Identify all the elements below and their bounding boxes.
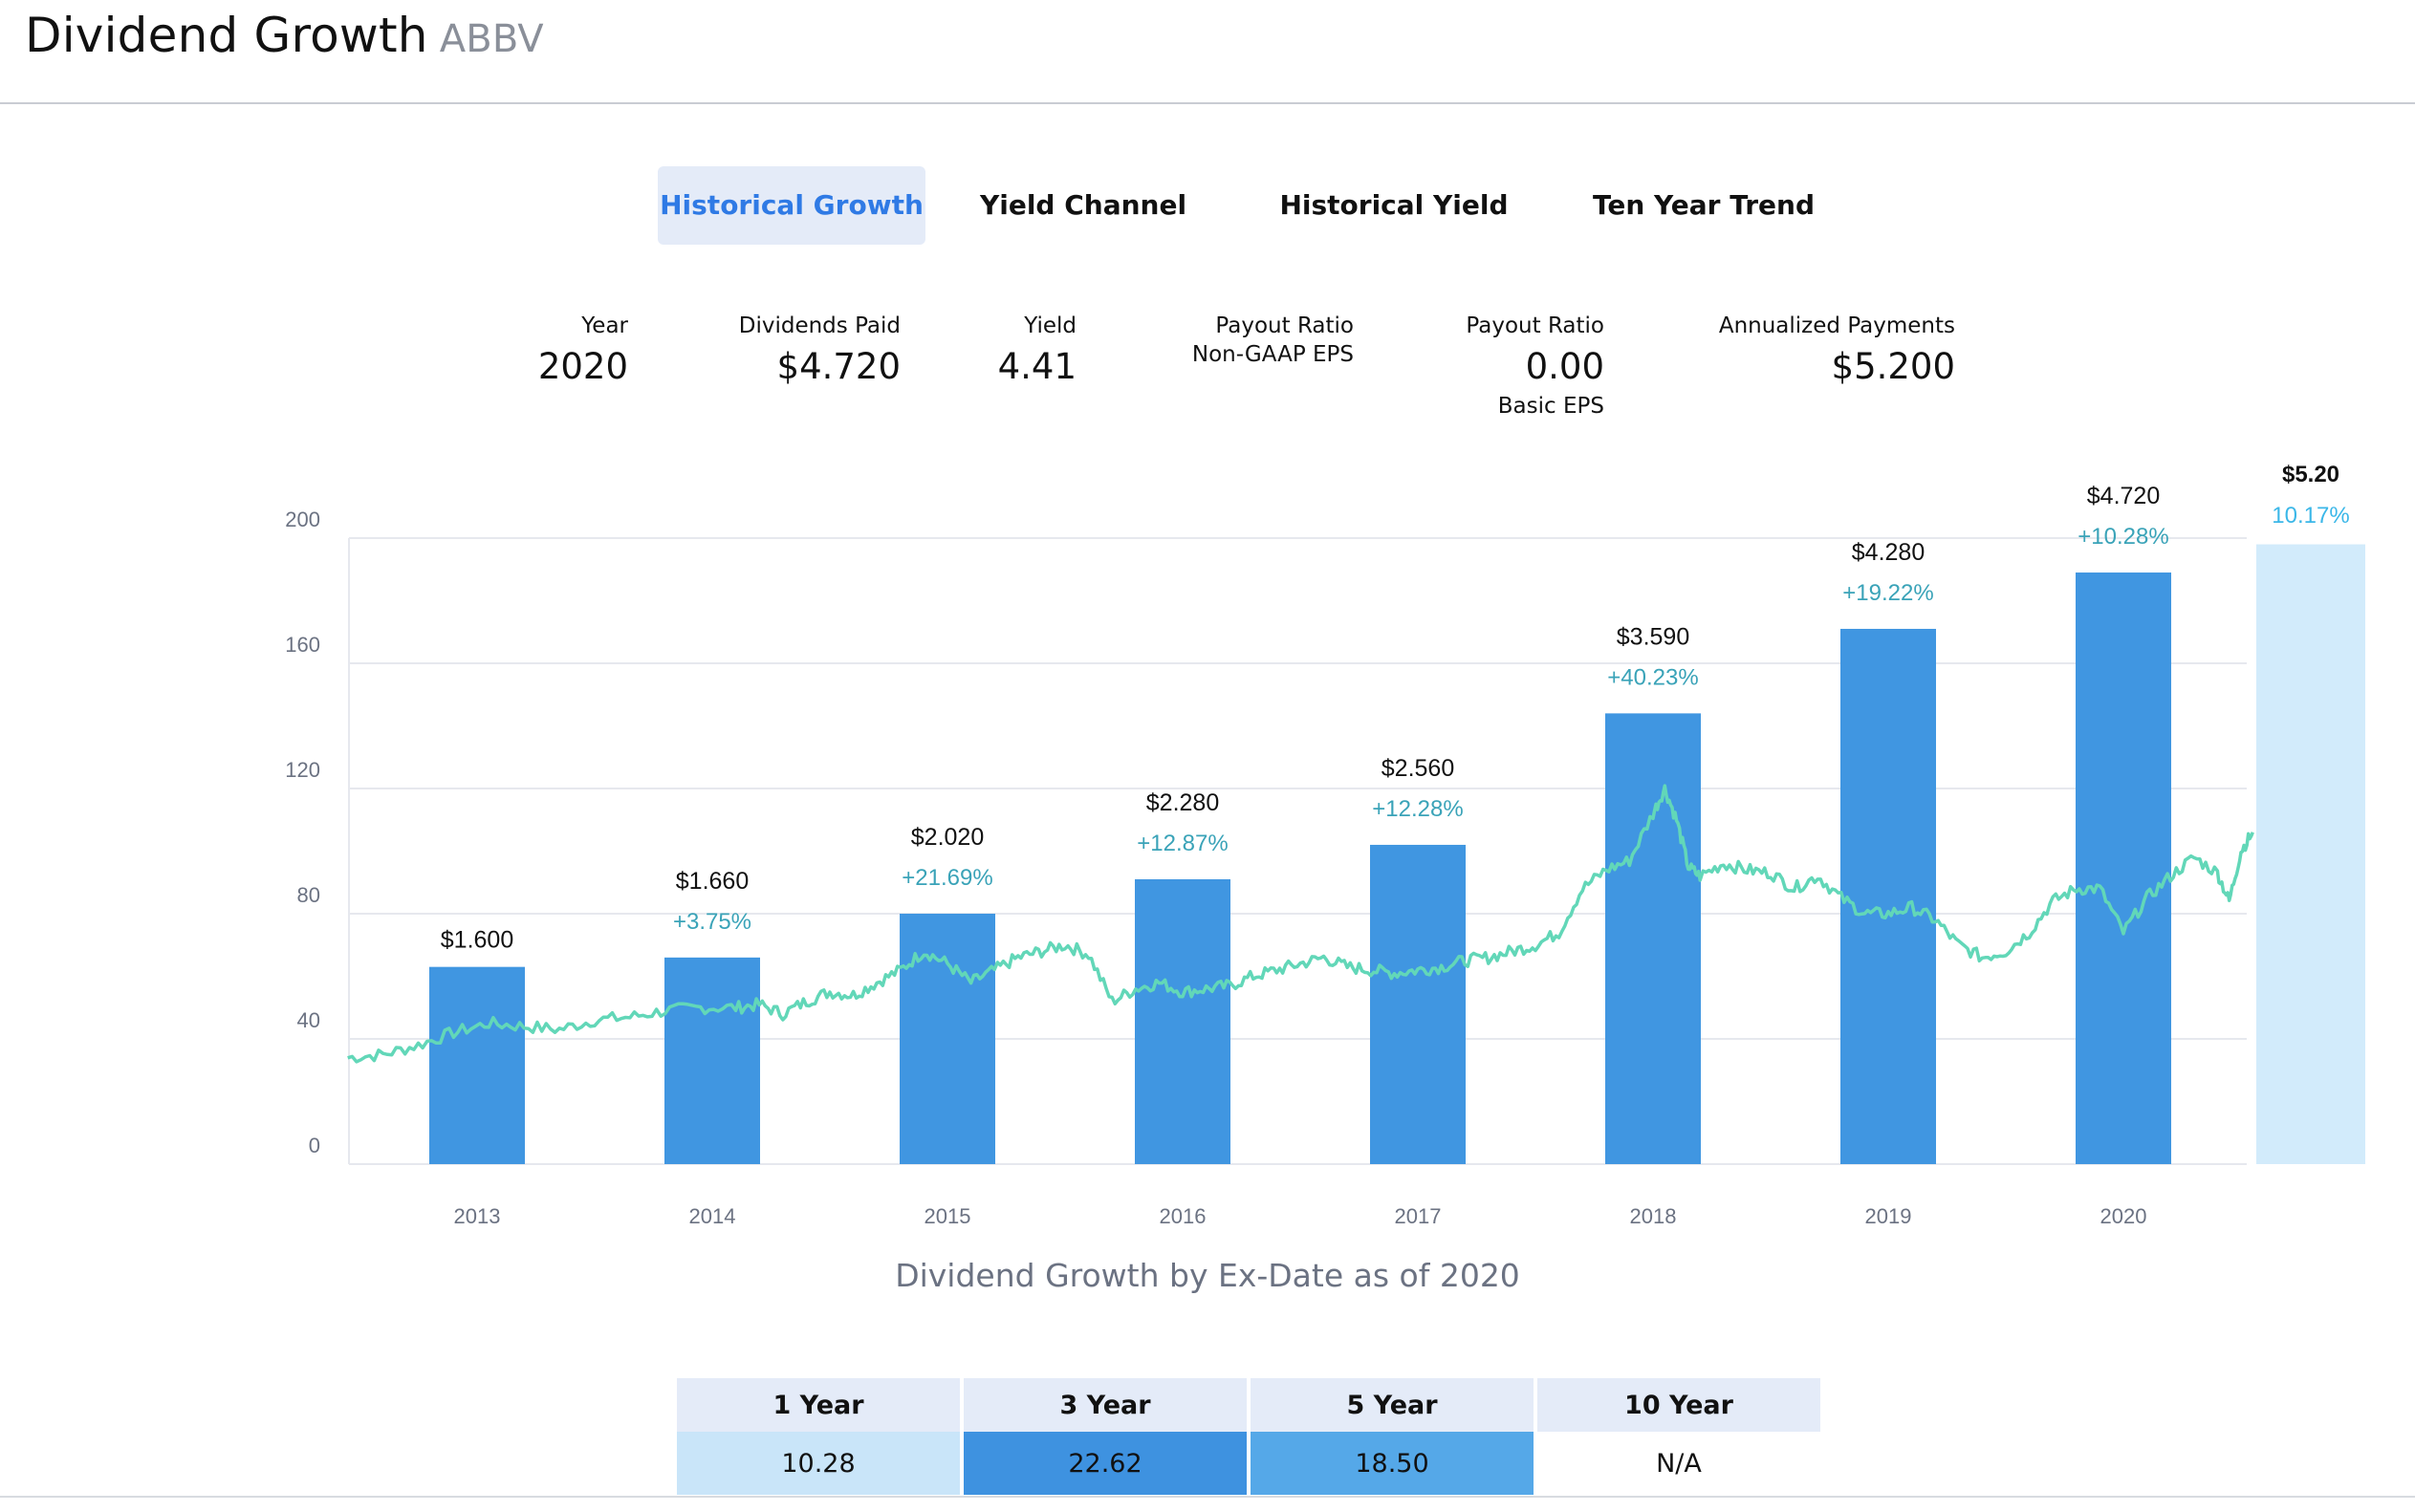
dividend-bar (1840, 628, 1936, 1164)
y-tick-label: 160 (285, 633, 320, 657)
x-tick-label: 2015 (925, 1204, 971, 1223)
bar-dividend-label: $2.560 (1382, 755, 1454, 782)
bar-dividend-label: $2.280 (1146, 789, 1219, 816)
stat-year: Year 2020 (538, 312, 628, 392)
x-tick-label: 2013 (454, 1204, 501, 1223)
projected-growth-label: 10.17% (2272, 503, 2349, 529)
stat-annualized-label: Annualized Payments (1718, 313, 1955, 338)
bar-growth-label: +10.28% (2078, 524, 2168, 550)
dividend-bar (1370, 844, 1466, 1164)
growth-header-1-year: 1 Year (677, 1378, 964, 1432)
x-tick-label: 2018 (1630, 1204, 1677, 1223)
page-title-text: Dividend Growth (25, 8, 428, 63)
x-tick-label: 2019 (1865, 1204, 1912, 1223)
price-line (347, 784, 2254, 1064)
stat-payout-basic-sublabel: Basic EPS (1497, 394, 1604, 419)
stat-annualized-value: $5.200 (1831, 346, 1955, 387)
bar-dividend-label: $3.590 (1617, 623, 1689, 650)
x-tick-label: 2017 (1395, 1204, 1442, 1223)
stat-payout-nongaap-sublabel: Non-GAAP EPS (1191, 342, 1354, 367)
y-tick-label: 40 (297, 1008, 320, 1032)
x-tick-label: 2020 (2100, 1204, 2147, 1223)
stat-dividends-paid-value: $4.720 (776, 346, 901, 387)
bar-growth-label: +3.75% (673, 909, 751, 935)
x-tick-label: 2016 (1160, 1204, 1207, 1223)
stat-year-value: 2020 (537, 346, 628, 387)
growth-table-value-row: 10.28 22.62 18.50 N/A (677, 1432, 1824, 1495)
growth-summary-table: 1 Year 3 Year 5 Year 10 Year 10.28 22.62… (677, 1378, 1824, 1495)
y-tick-label: 120 (285, 758, 320, 782)
projected-dividend-label: $5.20 (2282, 462, 2339, 487)
x-tick-label: 2014 (689, 1204, 736, 1223)
bar-dividend-label: $1.660 (676, 868, 749, 895)
stat-annualized-payments: Annualized Payments $5.200 (1719, 312, 1955, 392)
chart-caption: Dividend Growth by Ex-Date as of 2020 (895, 1257, 1520, 1294)
stat-yield-label: Yield (1024, 313, 1077, 338)
y-tick-label: 80 (297, 883, 320, 907)
page-title: Dividend Growth ABBV (25, 8, 544, 63)
growth-value-3-year: 22.62 (962, 1432, 1251, 1495)
bar-growth-label: +21.69% (902, 865, 992, 891)
y-tick-label: 200 (285, 508, 320, 531)
stat-yield-value: 4.41 (997, 346, 1077, 387)
tab-historical-yield[interactable]: Historical Yield (1279, 189, 1509, 221)
stat-dividends-paid: Dividends Paid $4.720 (739, 312, 901, 392)
bar-growth-label: +12.28% (1372, 796, 1463, 822)
dividend-bar (1605, 713, 1701, 1164)
tab-historical-growth[interactable]: Historical Growth (658, 166, 925, 245)
dividend-bar (1135, 878, 1230, 1164)
growth-header-3-year: 3 Year (962, 1378, 1251, 1432)
bar-growth-label: +12.87% (1137, 831, 1228, 856)
dividend-bar (664, 957, 760, 1164)
bar-growth-label: +19.22% (1842, 580, 1933, 606)
tab-ten-year-trend[interactable]: Ten Year Trend (1593, 189, 1815, 221)
stat-dividends-paid-label: Dividends Paid (738, 313, 901, 338)
dividend-bar (429, 966, 525, 1164)
bar-dividend-label: $4.280 (1852, 539, 1925, 566)
page-header: Dividend Growth ABBV (0, 0, 2415, 104)
stat-payout-basic-value: 0.00 (1525, 346, 1604, 387)
stat-payout-ratio-basic: Payout Ratio 0.00 Basic EPS (1466, 312, 1604, 421)
y-tick-label: 0 (309, 1134, 320, 1157)
growth-table-header-row: 1 Year 3 Year 5 Year 10 Year (677, 1378, 1824, 1432)
dividend-bar (900, 914, 995, 1164)
stat-payout-basic-label: Payout Ratio (1466, 313, 1604, 338)
bar-dividend-label: $4.720 (2087, 483, 2160, 509)
dividend-bar (2076, 572, 2171, 1164)
growth-header-10-year: 10 Year (1535, 1378, 1824, 1432)
growth-value-10-year: N/A (1535, 1432, 1824, 1495)
bottom-divider (0, 1496, 2415, 1498)
stat-yield: Yield 4.41 (998, 312, 1077, 392)
growth-value-1-year: 10.28 (677, 1432, 964, 1495)
growth-value-5-year: 18.50 (1249, 1432, 1537, 1495)
stat-payout-ratio-nongaap: Payout Ratio Non-GAAP EPS (1192, 312, 1354, 369)
stat-payout-nongaap-label: Payout Ratio (1215, 313, 1354, 338)
growth-header-5-year: 5 Year (1249, 1378, 1537, 1432)
dividend-growth-chart: 0 40 80 120 160 200 $5.20 10.17% $1.600 2013 $1.66… (285, 462, 2365, 1223)
tab-yield-channel[interactable]: Yield Channel (979, 189, 1187, 221)
bar-dividend-label: $2.020 (911, 824, 984, 851)
stat-year-label: Year (581, 313, 628, 338)
ticker-symbol: ABBV (439, 17, 544, 61)
bar-growth-label: +40.23% (1607, 664, 1698, 690)
bar-dividend-label: $1.600 (441, 927, 513, 954)
projected-bar (2256, 544, 2365, 1164)
